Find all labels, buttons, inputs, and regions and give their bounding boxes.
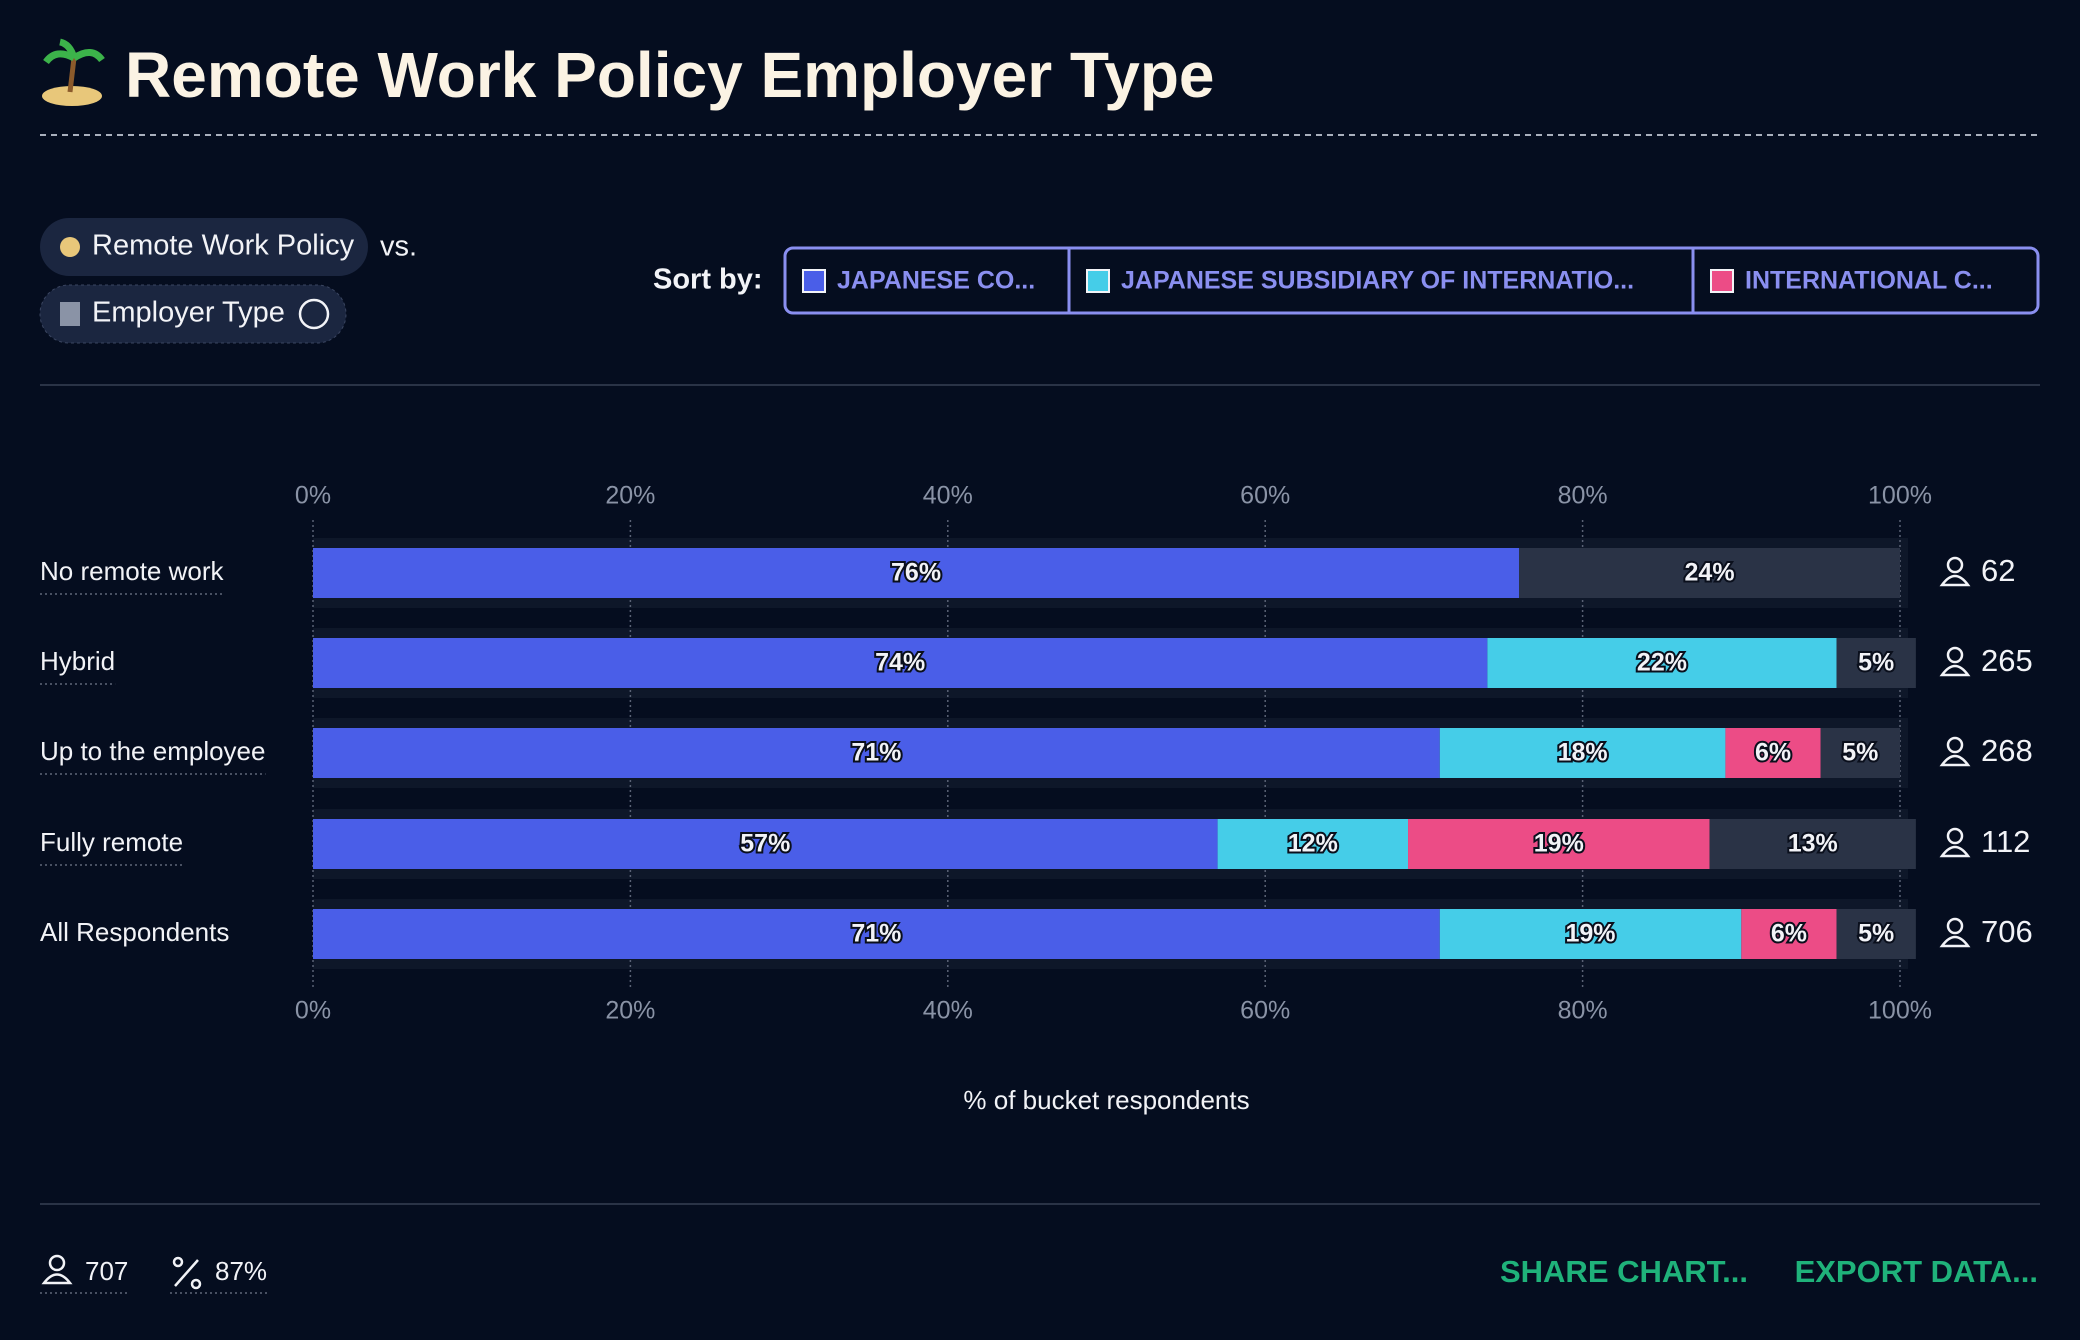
data-label: 6% bbox=[1771, 920, 1807, 948]
x-tick-label: 20% bbox=[605, 482, 655, 510]
chip-label[interactable]: Remote Work Policy bbox=[92, 230, 355, 262]
row-count: 62 bbox=[1981, 553, 2015, 588]
x-tick-label: 0% bbox=[295, 482, 331, 510]
data-label: 12% bbox=[1288, 830, 1338, 858]
data-label: 76% bbox=[891, 559, 941, 587]
user-icon bbox=[1939, 556, 1971, 587]
bar-segment bbox=[1439, 909, 1742, 959]
bar-segment bbox=[313, 819, 1218, 869]
sort-label: Sort by: bbox=[653, 264, 763, 296]
bar-segment bbox=[1836, 638, 1916, 688]
bar-segment bbox=[1217, 819, 1409, 869]
x-tick-label: 20% bbox=[605, 997, 655, 1025]
user-icon bbox=[1939, 736, 1971, 767]
bar-segment bbox=[1836, 909, 1916, 959]
bar-segment bbox=[313, 548, 1520, 598]
bar-segment bbox=[313, 909, 1440, 959]
data-label: 22% bbox=[1637, 649, 1687, 677]
row-label: Fully remote bbox=[40, 827, 183, 857]
data-label: 24% bbox=[1685, 559, 1735, 587]
row-label: Hybrid bbox=[40, 646, 115, 676]
legend-label[interactable]: JAPANESE SUBSIDIARY OF INTERNATIO... bbox=[1121, 267, 1634, 295]
bar-segment bbox=[313, 638, 1488, 688]
vs-label: vs. bbox=[380, 231, 417, 263]
data-label: 71% bbox=[851, 739, 901, 767]
x-tick-label: 80% bbox=[1558, 997, 1608, 1025]
bar-segment bbox=[1487, 638, 1837, 688]
bar-segment bbox=[313, 728, 1440, 778]
x-tick-label: 0% bbox=[295, 997, 331, 1025]
footer-respondents: 707 bbox=[85, 1256, 128, 1286]
x-axis-title: % of bucket respondents bbox=[963, 1085, 1249, 1115]
data-label: 5% bbox=[1842, 739, 1878, 767]
title-icon bbox=[42, 38, 105, 106]
row-count: 706 bbox=[1981, 914, 2033, 949]
chip[interactable] bbox=[39, 284, 347, 344]
data-label: 18% bbox=[1558, 739, 1608, 767]
bar-segment bbox=[1408, 819, 1710, 869]
x-tick-label: 100% bbox=[1868, 997, 1932, 1025]
page-title: Remote Work Policy Employer Type bbox=[125, 39, 1215, 111]
x-tick-label: 80% bbox=[1558, 482, 1608, 510]
x-tick-label: 60% bbox=[1240, 997, 1290, 1025]
chip-label[interactable]: Employer Type bbox=[92, 297, 285, 329]
data-label: 6% bbox=[1755, 739, 1791, 767]
row-count: 265 bbox=[1981, 643, 2033, 678]
row-count: 268 bbox=[1981, 733, 2033, 768]
share-button[interactable]: SHARE CHART... bbox=[1500, 1254, 1748, 1289]
data-label: 5% bbox=[1858, 649, 1894, 677]
legend-swatch bbox=[1086, 269, 1110, 293]
data-label: 13% bbox=[1788, 830, 1838, 858]
legend-swatch bbox=[802, 269, 826, 293]
export-button[interactable]: EXPORT DATA... bbox=[1795, 1254, 2038, 1289]
x-tick-label: 60% bbox=[1240, 482, 1290, 510]
legend-label[interactable]: JAPANESE CO... bbox=[837, 267, 1035, 295]
user-icon bbox=[1939, 917, 1971, 948]
chip-icon bbox=[60, 302, 80, 326]
help-icon[interactable] bbox=[298, 298, 330, 330]
user-icon bbox=[41, 1254, 73, 1285]
user-icon bbox=[1939, 646, 1971, 677]
footer-percent: 87% bbox=[215, 1256, 267, 1286]
row-label: Up to the employee bbox=[40, 736, 265, 766]
legend-swatch bbox=[1710, 269, 1734, 293]
x-tick-label: 40% bbox=[923, 482, 973, 510]
bar-segment bbox=[1820, 728, 1900, 778]
bar-segment bbox=[1741, 909, 1837, 959]
percent-icon bbox=[172, 1256, 202, 1290]
chip-icon bbox=[60, 237, 80, 257]
data-label: 19% bbox=[1566, 920, 1616, 948]
data-label: 57% bbox=[740, 830, 790, 858]
x-tick-label: 100% bbox=[1868, 482, 1932, 510]
bar-segment bbox=[1725, 728, 1821, 778]
data-label: 74% bbox=[875, 649, 925, 677]
x-tick-label: 40% bbox=[923, 997, 973, 1025]
bar-segment bbox=[1439, 728, 1726, 778]
data-label: 5% bbox=[1858, 920, 1894, 948]
user-icon bbox=[1939, 827, 1971, 858]
data-label: 71% bbox=[851, 920, 901, 948]
sort-box bbox=[783, 246, 2040, 315]
bar-segment bbox=[1709, 819, 1916, 869]
chip[interactable] bbox=[40, 218, 368, 276]
row-count: 112 bbox=[1981, 824, 2030, 859]
row-label: All Respondents bbox=[40, 917, 229, 947]
data-label: 19% bbox=[1534, 830, 1584, 858]
bar-segment bbox=[1519, 548, 1900, 598]
legend-label[interactable]: INTERNATIONAL C... bbox=[1745, 267, 1993, 295]
row-label: No remote work bbox=[40, 556, 224, 586]
